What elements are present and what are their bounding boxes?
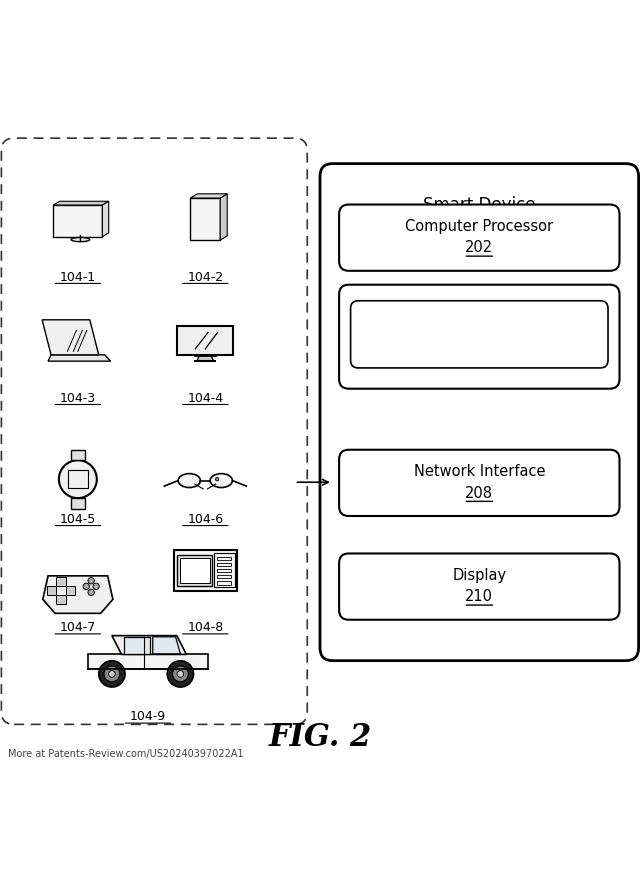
Circle shape [99, 661, 125, 687]
Text: 204: 204 [465, 319, 493, 334]
Polygon shape [47, 586, 56, 595]
Text: Network Interface: Network Interface [413, 464, 545, 479]
Bar [217, 575, 231, 578]
Text: 104-6: 104-6 [188, 513, 223, 526]
Text: 104-2: 104-2 [188, 271, 223, 283]
Polygon shape [153, 637, 180, 654]
Polygon shape [180, 558, 209, 583]
FancyBboxPatch shape [339, 553, 620, 620]
Text: Computer-Readable Medium: Computer-Readable Medium [375, 303, 584, 318]
Polygon shape [191, 198, 220, 240]
Text: 104-8: 104-8 [187, 621, 223, 634]
Polygon shape [177, 555, 212, 586]
FancyBboxPatch shape [339, 449, 620, 516]
Text: 104-9: 104-9 [130, 710, 166, 724]
Circle shape [93, 583, 99, 590]
Polygon shape [191, 194, 227, 198]
Circle shape [173, 666, 188, 682]
Circle shape [88, 589, 94, 596]
Circle shape [109, 670, 115, 678]
Text: 104-1: 104-1 [60, 271, 96, 283]
Polygon shape [56, 595, 65, 604]
Text: Smart Device: Smart Device [423, 196, 536, 214]
FancyBboxPatch shape [351, 301, 608, 368]
Circle shape [59, 460, 97, 498]
Polygon shape [65, 586, 75, 595]
Bar [217, 557, 231, 560]
Text: 104-3: 104-3 [60, 392, 96, 405]
Text: 104-4: 104-4 [188, 392, 223, 405]
Polygon shape [124, 637, 150, 654]
Circle shape [88, 577, 94, 584]
Text: 104: 104 [463, 217, 495, 235]
Text: 210: 210 [465, 590, 493, 605]
Bar [217, 569, 231, 573]
Polygon shape [42, 320, 99, 355]
FancyBboxPatch shape [339, 285, 620, 389]
Polygon shape [112, 636, 186, 654]
Text: Display: Display [452, 567, 506, 583]
Polygon shape [173, 551, 237, 591]
Polygon shape [88, 654, 208, 670]
Text: 202: 202 [465, 241, 493, 256]
Bar [217, 581, 231, 584]
Ellipse shape [178, 473, 200, 488]
Text: More at Patents-Review.com/US20240397022A1: More at Patents-Review.com/US20240397022… [8, 749, 243, 759]
Polygon shape [177, 326, 234, 355]
Polygon shape [220, 194, 227, 240]
Polygon shape [102, 202, 109, 236]
Polygon shape [56, 577, 65, 586]
FancyBboxPatch shape [320, 163, 639, 661]
Polygon shape [53, 202, 109, 205]
Circle shape [167, 661, 193, 687]
Polygon shape [71, 450, 85, 460]
Polygon shape [43, 575, 113, 614]
FancyBboxPatch shape [339, 204, 620, 271]
Text: Audioplethysmography-Based: Audioplethysmography-Based [375, 310, 584, 323]
Polygon shape [71, 498, 85, 509]
FancyBboxPatch shape [1, 139, 307, 725]
Circle shape [216, 478, 219, 481]
Bar [217, 563, 231, 567]
Text: Computer Processor: Computer Processor [405, 218, 554, 234]
Polygon shape [48, 355, 111, 361]
Circle shape [104, 666, 120, 682]
Ellipse shape [210, 473, 232, 488]
Text: 104-5: 104-5 [60, 513, 96, 526]
Text: Application: Application [440, 322, 518, 337]
Polygon shape [53, 205, 102, 236]
Polygon shape [197, 355, 214, 361]
Circle shape [83, 583, 90, 590]
Text: 208: 208 [465, 486, 493, 501]
Text: 206: 206 [466, 337, 493, 352]
Ellipse shape [71, 237, 90, 242]
Text: FIG. 2: FIG. 2 [268, 722, 372, 753]
Text: 104-7: 104-7 [60, 621, 96, 634]
Circle shape [177, 670, 184, 678]
